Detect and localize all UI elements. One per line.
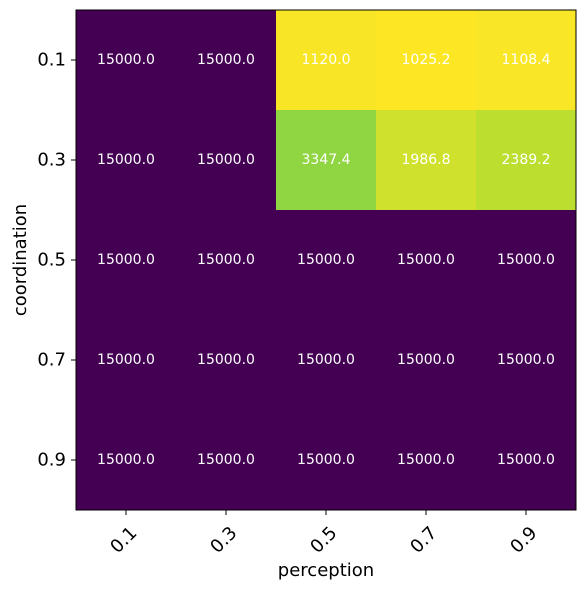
heatmap-cell	[76, 410, 176, 510]
heatmap-cell-value: 15000.0	[397, 452, 455, 468]
heatmap-cell-value: 15000.0	[397, 352, 455, 368]
heatmap-cell	[376, 310, 476, 410]
heatmap-cell	[176, 310, 276, 410]
heatmap-cell-value: 15000.0	[497, 352, 555, 368]
heatmap-cell	[376, 210, 476, 310]
heatmap-cell-value: 15000.0	[197, 152, 255, 168]
heatmap-cell	[76, 210, 176, 310]
heatmap-cell-value: 15000.0	[97, 252, 155, 268]
heatmap-cell	[476, 410, 576, 510]
heatmap-cell	[276, 310, 376, 410]
heatmap-cell-labels: 15000.0 15000.0 1120.0 1025.2 1108.4 15000.0 1…	[97, 52, 555, 468]
heatmap-cell-value: 1108.4	[502, 52, 551, 68]
heatmap-cell-value: 15000.0	[97, 152, 155, 168]
heatmap-cell	[76, 110, 176, 210]
heatmap-cell	[476, 110, 576, 210]
y-tick-label: 0.5	[37, 250, 66, 271]
heatmap-cell	[176, 210, 276, 310]
heatmap-cell	[476, 10, 576, 110]
heatmap-cell-value: 15000.0	[497, 452, 555, 468]
heatmap-cell	[376, 10, 476, 110]
heatmap-cell	[176, 410, 276, 510]
y-tick-label: 0.9	[37, 450, 66, 471]
heatmap-cell	[176, 110, 276, 210]
heatmap-cell	[276, 110, 376, 210]
heatmap-cell-value: 15000.0	[297, 452, 355, 468]
x-tick-label: 0.1	[106, 523, 141, 558]
heatmap-cell-value: 15000.0	[197, 252, 255, 268]
heatmap-cell	[476, 210, 576, 310]
x-tick-label: 0.5	[306, 523, 341, 558]
x-tick-label: 0.7	[406, 523, 441, 558]
heatmap-cell	[376, 110, 476, 210]
x-tick-label: 0.9	[506, 523, 541, 558]
y-axis-label: coordination	[10, 204, 31, 316]
x-axis-label: perception	[278, 560, 374, 581]
heatmap-cell-value: 1025.2	[402, 52, 451, 68]
heatmap-cells	[76, 10, 576, 510]
heatmap-cell	[176, 10, 276, 110]
heatmap-cell-value: 15000.0	[297, 252, 355, 268]
x-tick-label: 0.3	[206, 523, 241, 558]
heatmap-cell-value: 15000.0	[97, 352, 155, 368]
heatmap-cell-value: 15000.0	[297, 352, 355, 368]
heatmap-cell-value: 1120.0	[302, 52, 351, 68]
heatmap-cell-value: 15000.0	[397, 252, 455, 268]
heatmap-cell	[376, 410, 476, 510]
heatmap-cell-value: 15000.0	[197, 352, 255, 368]
heatmap-cell	[76, 310, 176, 410]
heatmap-cell-value: 15000.0	[97, 452, 155, 468]
heatmap-cell	[76, 10, 176, 110]
heatmap-cell	[276, 410, 376, 510]
y-tick-label: 0.3	[37, 150, 66, 171]
heatmap-cell	[276, 210, 376, 310]
heatmap-cell-value: 15000.0	[497, 252, 555, 268]
heatmap-cell-value: 15000.0	[197, 452, 255, 468]
heatmap-cell-value: 2389.2	[502, 152, 551, 168]
heatmap-cell	[476, 310, 576, 410]
heatmap-cell-value: 15000.0	[97, 52, 155, 68]
y-tick-label: 0.1	[37, 50, 66, 71]
heatmap-cell-value: 15000.0	[197, 52, 255, 68]
heatmap-cell	[276, 10, 376, 110]
heatmap-cell-value: 3347.4	[302, 152, 351, 168]
y-tick-label: 0.7	[37, 350, 66, 371]
heatmap-cell-value: 1986.8	[402, 152, 451, 168]
